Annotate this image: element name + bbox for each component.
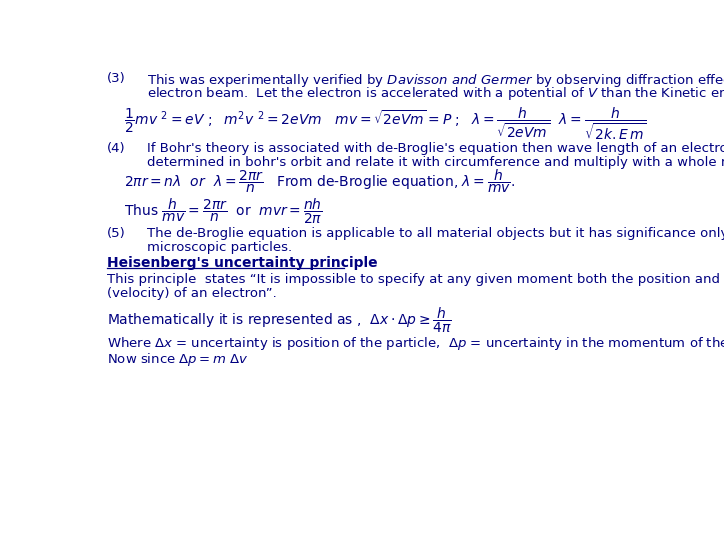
Text: Thus $\dfrac{h}{mv}=\dfrac{2\pi r}{n}$  or  $mvr=\dfrac{nh}{2\pi}$: Thus $\dfrac{h}{mv}=\dfrac{2\pi r}{n}$ o… xyxy=(125,197,323,226)
Text: (4): (4) xyxy=(107,142,126,155)
Text: If Bohr's theory is associated with de-Broglie's equation then wave length of an: If Bohr's theory is associated with de-B… xyxy=(146,142,724,155)
Text: The de-Broglie equation is applicable to all material objects but it has signifi: The de-Broglie equation is applicable to… xyxy=(146,227,724,240)
Text: Heisenberg's uncertainty principle: Heisenberg's uncertainty principle xyxy=(107,256,378,271)
Text: (5): (5) xyxy=(107,227,126,240)
Text: $2\pi r = n\lambda\ \ \mathit{or}\ \ \lambda=\dfrac{2\pi r}{n}$   From de-Brogli: $2\pi r = n\lambda\ \ \mathit{or}\ \ \la… xyxy=(125,168,515,195)
Text: Mathematically it is represented as ,  $\Delta x\cdot\Delta p\geq\dfrac{h}{4\pi}: Mathematically it is represented as , $\… xyxy=(107,305,452,335)
Text: (3): (3) xyxy=(107,72,126,85)
Text: This principle  states “It is impossible to specify at any given moment both the: This principle states “It is impossible … xyxy=(107,273,724,287)
Text: microscopic particles.: microscopic particles. xyxy=(146,241,292,254)
Text: $\dfrac{1}{2}mv\ ^{2}= eV\ ;\ \ m^{2}v\ ^{2}= 2eVm\ \ \ mv =\sqrt{2eVm}= P\ ;\ \: $\dfrac{1}{2}mv\ ^{2}= eV\ ;\ \ m^{2}v\ … xyxy=(125,106,647,142)
Text: determined in bohr's orbit and relate it with circumference and multiply with a : determined in bohr's orbit and relate it… xyxy=(146,156,724,169)
Text: (velocity) of an electron”.: (velocity) of an electron”. xyxy=(107,287,277,300)
Text: Now since $\Delta p = m\ \Delta v$: Now since $\Delta p = m\ \Delta v$ xyxy=(107,351,249,368)
Text: Where $\Delta x$ = uncertainty is position of the particle,  $\Delta p$ = uncert: Where $\Delta x$ = uncertainty is positi… xyxy=(107,335,724,352)
Text: electron beam.  Let the electron is accelerated with a potential of $V$ than the: electron beam. Let the electron is accel… xyxy=(146,85,724,102)
Text: This was experimentally verified by $\mathbf{\mathit{Davisson\ and\ Germer}}$ by: This was experimentally verified by $\ma… xyxy=(146,72,724,89)
